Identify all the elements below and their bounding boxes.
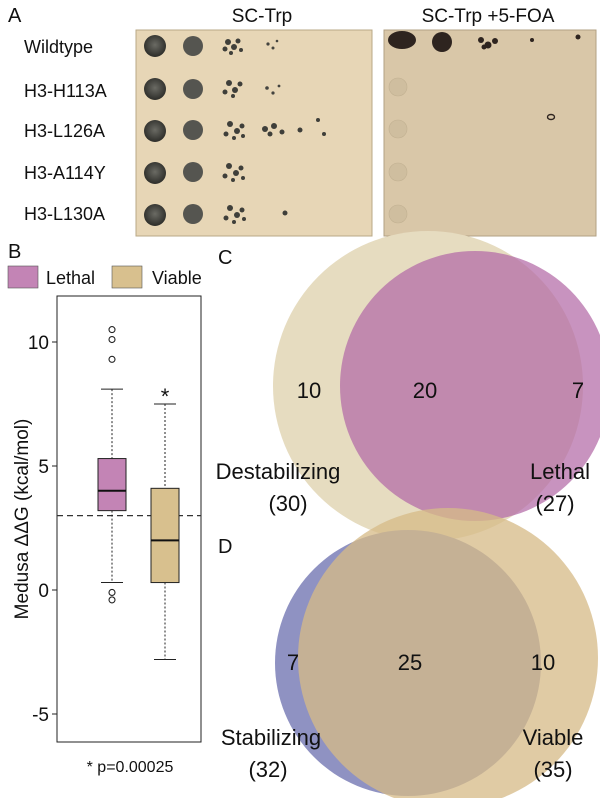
plate-title-sc-trp: SC-Trp — [232, 6, 293, 27]
venn-c-destabilizing-label: Destabilizing — [216, 459, 341, 484]
y-tick-label: 5 — [38, 457, 49, 478]
plate-sc-trp — [135, 29, 373, 237]
boxplot-chart: Medusa ΔΔG (kcal/mol) * * p=0.00025 10 5 0… — [12, 295, 202, 776]
venn-d: 7 25 10 Stabilizing (32) Viable (35) — [221, 508, 598, 798]
legend-viable-label: Viable — [152, 268, 202, 288]
venn-c-lethal-circle — [340, 251, 600, 521]
strain-label: H3-A114Y — [24, 163, 106, 183]
venn-d-stabilizing-total: (32) — [248, 757, 287, 782]
panel-label-b: B — [8, 241, 21, 263]
plate-title-sc-trp-5foa: SC-Trp +5-FOA — [422, 6, 555, 27]
venn-c-lethal-label: Lethal — [530, 459, 590, 484]
venn-d-viable-total: (35) — [533, 757, 572, 782]
venn-d-center-count: 25 — [398, 650, 422, 675]
venn-d-stabilizing-label: Stabilizing — [221, 725, 321, 750]
legend-viable-swatch — [111, 265, 143, 289]
venn-d-left-count: 7 — [287, 650, 299, 675]
legend-lethal-label: Lethal — [46, 268, 95, 288]
strain-labels: Wildtype H3-H113A H3-L126A H3-A114Y H3-L130A — [24, 37, 107, 224]
boxplot-marks: 10 5 0 -5 — [28, 326, 201, 726]
y-tick-label: 0 — [38, 581, 49, 602]
venn-c-center-count: 20 — [413, 378, 437, 403]
venn-c-destabilizing-total: (30) — [268, 491, 307, 516]
venn-c-left-count: 10 — [297, 378, 321, 403]
box-viable — [150, 487, 180, 584]
colonies-sc-trp-5foa — [388, 31, 581, 224]
boxplot-footnote: * p=0.00025 — [87, 759, 174, 776]
outlier-lethal — [108, 588, 116, 597]
panel-label-c: C — [218, 247, 232, 269]
venn-d-viable-label: Viable — [523, 725, 584, 750]
colonies-sc-trp — [144, 35, 326, 226]
boxplot-star: * — [161, 384, 170, 409]
venn-d-viable-circle — [298, 508, 598, 798]
box-lethal — [97, 458, 127, 512]
strain-label: H3-H113A — [24, 81, 107, 101]
y-tick-label: -5 — [32, 705, 49, 726]
legend-lethal-swatch — [7, 265, 39, 289]
boxplot-frame — [56, 295, 202, 743]
panel-label-d: D — [218, 536, 232, 558]
outlier-lethal — [108, 326, 116, 334]
strain-label: H3-L130A — [24, 204, 105, 224]
venn-c-lethal-total: (27) — [535, 491, 574, 516]
outlier-lethal — [108, 335, 116, 344]
legend: Lethal Viable — [7, 265, 202, 289]
y-tick-label: 10 — [28, 333, 49, 354]
venn-c: 10 20 7 Destabilizing (30) Lethal (27) — [216, 231, 600, 541]
panel-label-a: A — [8, 5, 22, 27]
plate-sc-trp-5foa — [383, 29, 597, 237]
strain-label: Wildtype — [24, 37, 93, 57]
outlier-lethal — [108, 596, 116, 604]
venn-c-right-count: 7 — [572, 378, 584, 403]
venn-d-right-count: 10 — [531, 650, 555, 675]
strain-label: H3-L126A — [24, 121, 105, 141]
outlier-lethal — [108, 355, 116, 363]
boxplot-ylabel: Medusa ΔΔG (kcal/mol) — [12, 419, 33, 620]
